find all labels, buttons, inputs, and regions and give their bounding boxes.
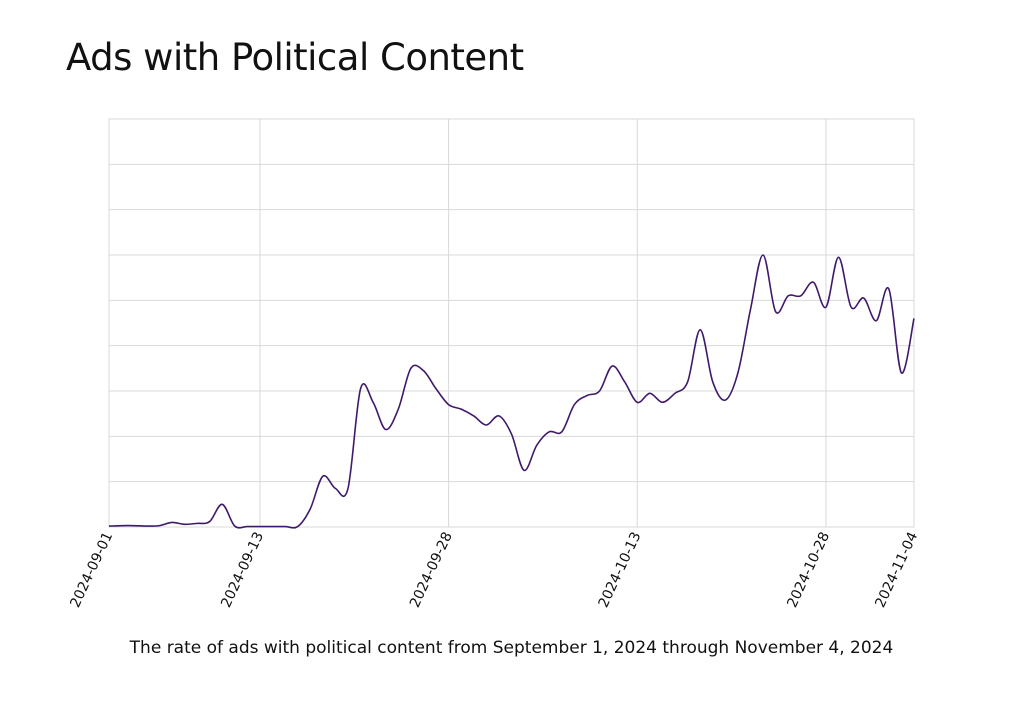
grid-layer: [108, 118, 915, 528]
line-layer: [108, 254, 915, 529]
x-tick-label: 2024-09-01: [67, 530, 116, 611]
x-axis-ticks: 2024-09-01 2024-09-13 2024-09-28 2024-10-13…: [67, 530, 921, 611]
x-tick-label: 2024-10-13: [596, 530, 645, 611]
x-tick-label: 2024-09-13: [218, 530, 267, 611]
x-tick-label: 2024-10-28: [784, 530, 833, 611]
plot-frame: [108, 118, 915, 528]
chart-title: Ads with Political Content: [66, 36, 524, 79]
x-tick-label: 2024-09-28: [407, 530, 456, 611]
chart-caption: The rate of ads with political content f…: [129, 638, 894, 658]
series-line: [108, 254, 915, 529]
x-tick-label: 2024-11-04: [872, 530, 921, 611]
